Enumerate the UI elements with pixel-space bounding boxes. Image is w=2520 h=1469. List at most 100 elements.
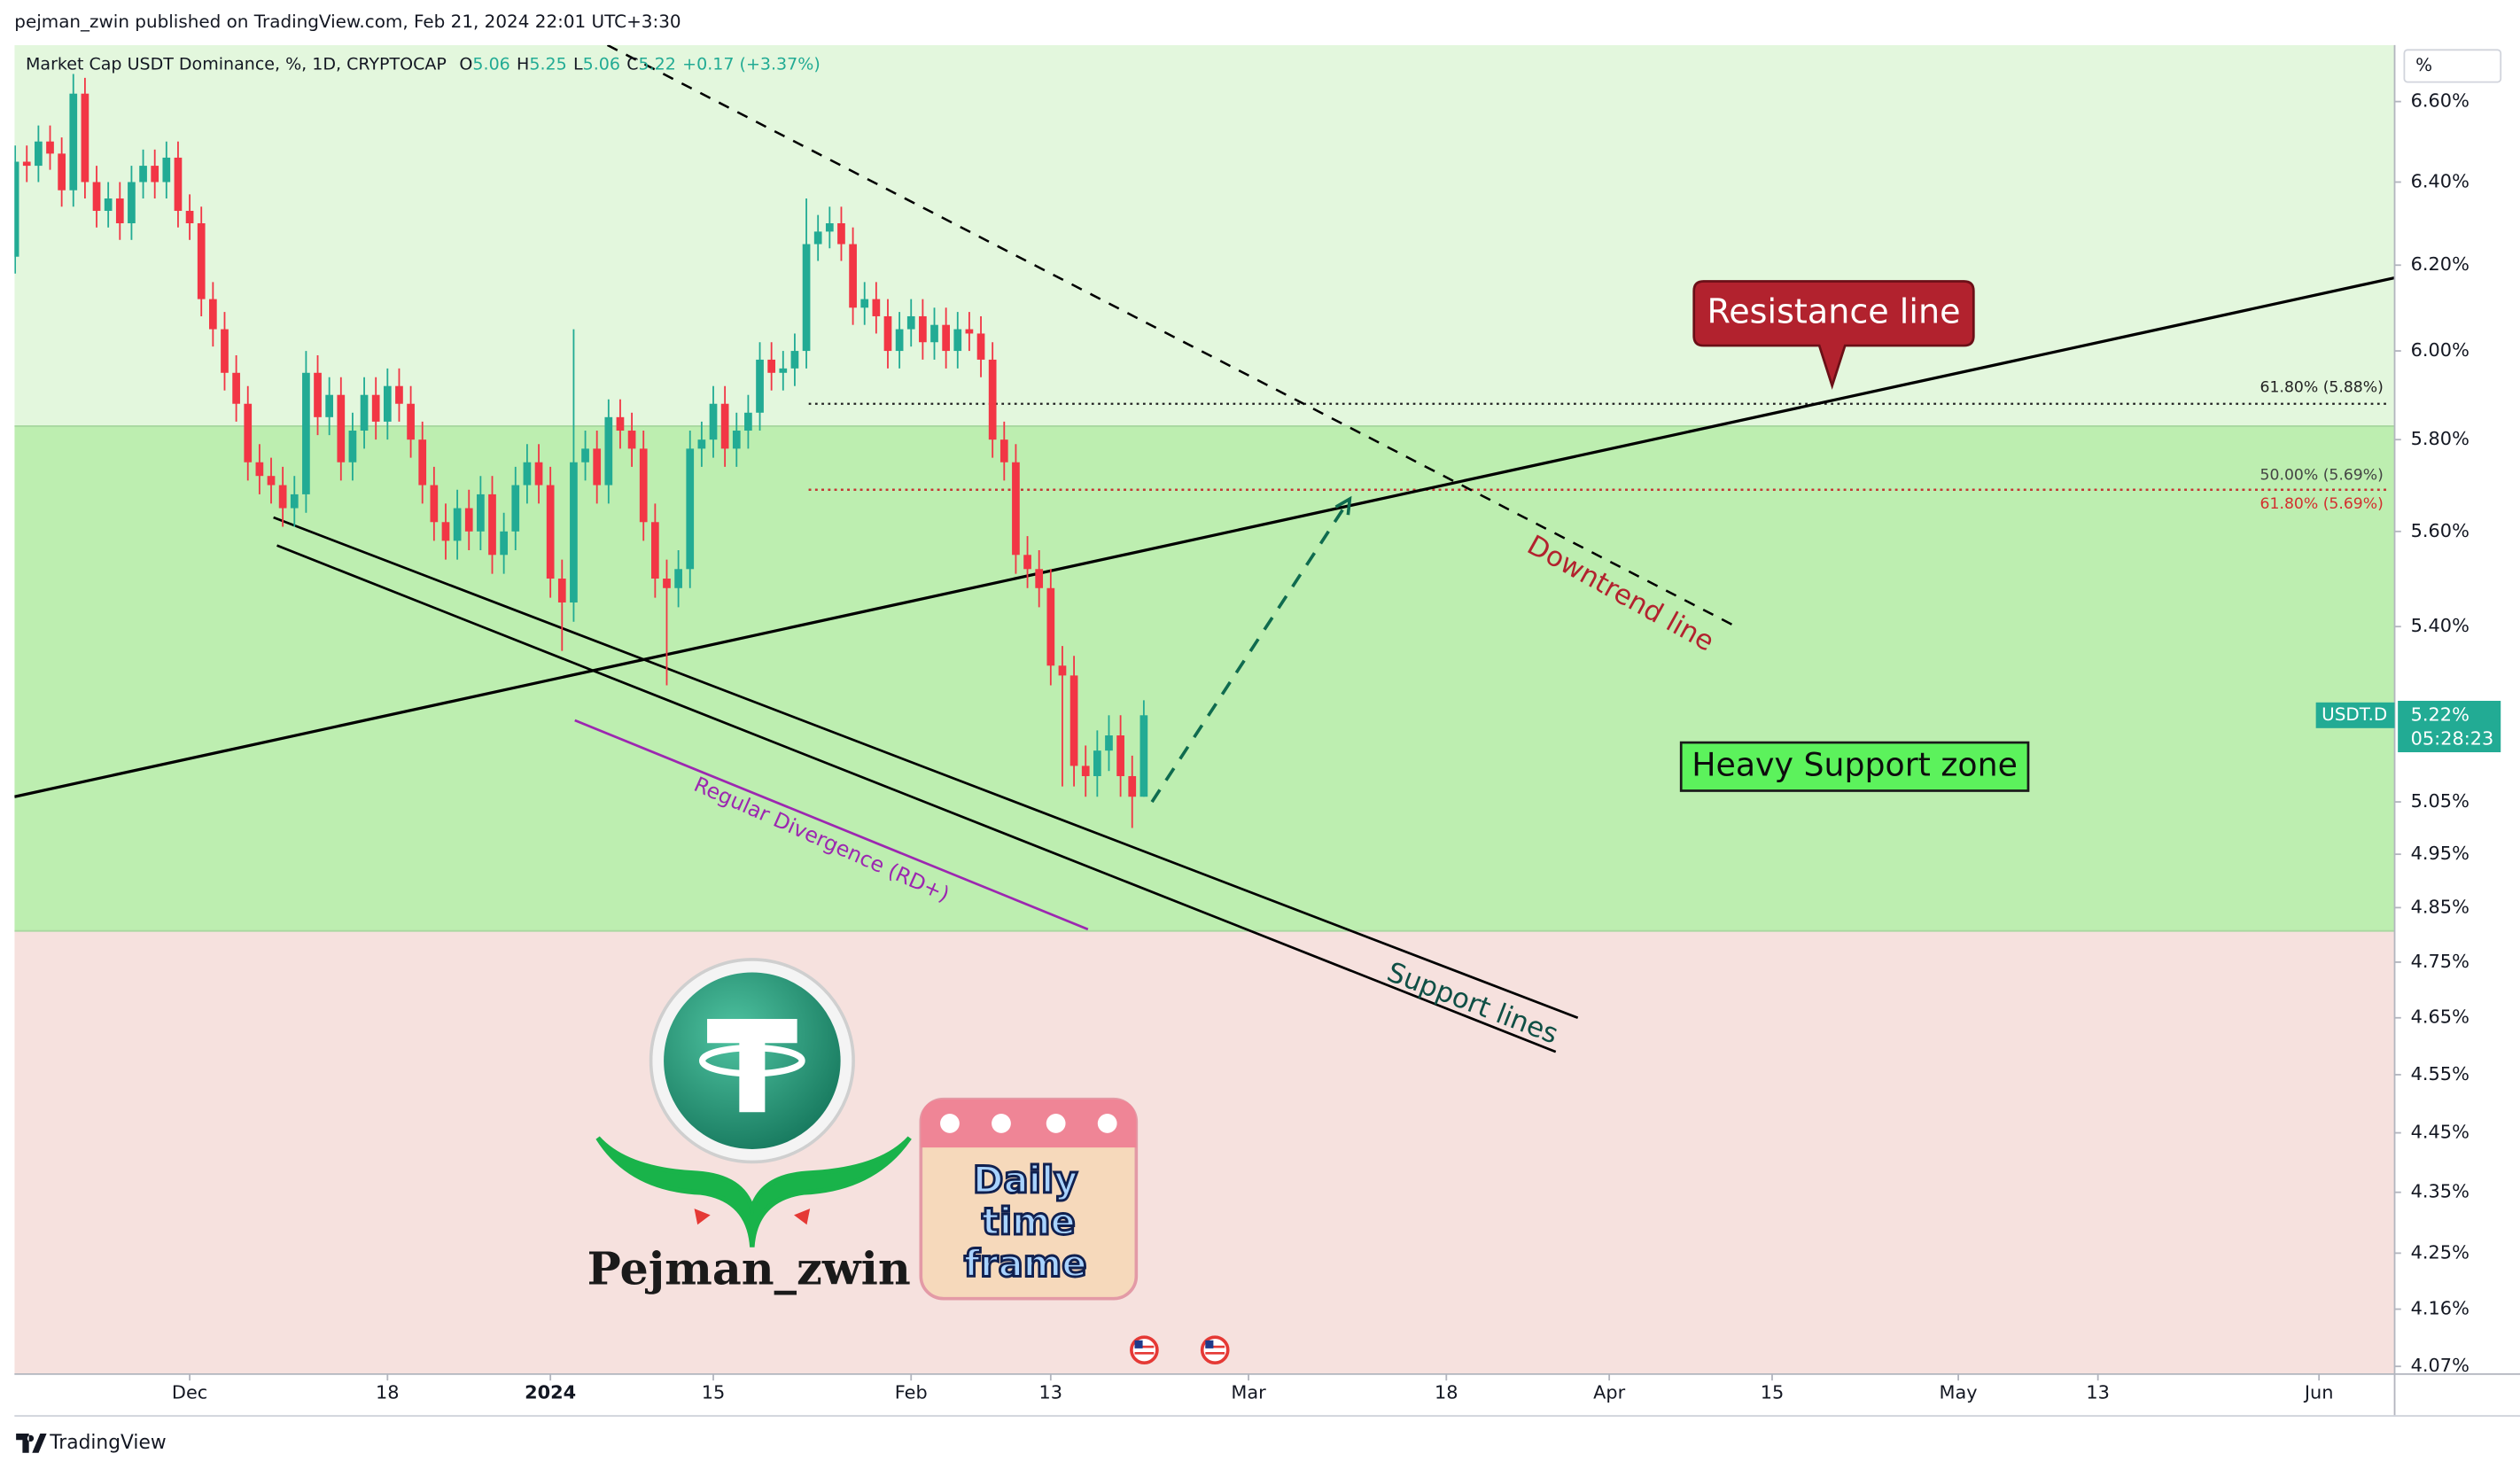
resistance-callout: [1692, 280, 1975, 390]
candle-body: [639, 448, 648, 523]
candle-body: [720, 403, 729, 449]
candle-body: [872, 299, 881, 316]
candle-body: [663, 579, 671, 588]
y-tick-label: 5.05%: [2411, 790, 2469, 812]
unit-label: %: [2415, 54, 2432, 75]
support-line: [276, 544, 1557, 1053]
candle-body: [570, 462, 578, 602]
x-tick-label: 18: [1435, 1382, 1458, 1403]
candle-body: [371, 394, 380, 422]
candle-body: [1023, 555, 1031, 570]
y-tick-label: 4.65%: [2411, 1007, 2469, 1028]
candle-body: [302, 372, 310, 494]
candle-body: [232, 372, 240, 404]
symbol-tag-label: USDT.D: [2322, 703, 2387, 725]
candle-body: [477, 494, 485, 532]
candle-body: [906, 315, 915, 330]
y-tick-label: 4.25%: [2411, 1241, 2469, 1263]
candle-body: [92, 182, 101, 211]
y-tick-label: 5.80%: [2411, 428, 2469, 449]
candle-body: [813, 231, 822, 245]
x-tick-label: Mar: [1231, 1382, 1266, 1403]
candle-body: [546, 485, 555, 579]
candle-body: [593, 448, 602, 486]
candle-body: [709, 403, 718, 440]
candle-body: [534, 462, 543, 486]
candle-body: [500, 531, 508, 556]
candle-body: [488, 494, 496, 556]
upper-area: [14, 44, 2395, 426]
y-tick-label: 6.00%: [2411, 339, 2469, 361]
y-tick-label: 4.07%: [2411, 1355, 2469, 1376]
candle-body: [953, 329, 962, 352]
x-tick-label: 15: [1761, 1382, 1785, 1403]
candle-body: [418, 439, 427, 486]
calendar-top: [921, 1099, 1137, 1148]
candle-body: [557, 579, 566, 602]
logo: Pejman_zwin: [587, 958, 912, 1295]
y-tick-label: 6.20%: [2411, 253, 2469, 275]
candle-body: [732, 431, 741, 449]
candle-body: [185, 210, 194, 223]
tv-logo: [16, 1433, 47, 1453]
y-tick-label: 6.40%: [2411, 170, 2469, 191]
y-tick-label: 5.40%: [2411, 615, 2469, 636]
candle-body: [627, 431, 636, 449]
x-tick-label: Apr: [1593, 1382, 1625, 1403]
calendar: Daily time frame: [919, 1097, 1139, 1301]
y-tick-label: 4.45%: [2411, 1122, 2469, 1143]
candle-body: [1012, 462, 1020, 556]
symbol-tag: [2315, 702, 2395, 728]
candle-body: [790, 351, 799, 369]
candle-body: [174, 157, 183, 211]
candle-body: [744, 412, 752, 431]
legend-item: O: [459, 54, 472, 74]
candle-body: [837, 222, 845, 245]
support-zone-label: Heavy Support zone: [1692, 745, 2018, 783]
candle-body: [604, 416, 613, 486]
logo-smile: [595, 1136, 912, 1247]
candle-body: [895, 329, 904, 352]
candle-body: [756, 359, 764, 413]
legend-item: +0.17 (+3.37%): [682, 54, 821, 74]
candle-body: [325, 394, 334, 417]
unit-box: [2403, 49, 2502, 83]
candle-body: [930, 324, 938, 343]
candle-body: [221, 329, 229, 373]
candle-body: [267, 476, 276, 486]
candle-body: [1128, 775, 1137, 797]
logo-name: Pejman_zwin: [587, 1242, 911, 1295]
legend-item: 5.06: [472, 54, 509, 74]
fib-label: 61.80% (5.88%): [2260, 379, 2384, 397]
candle-body: [464, 508, 473, 532]
support-zone-box: [1679, 741, 2030, 792]
candle-body: [988, 359, 997, 440]
y-tick-label: 4.35%: [2411, 1181, 2469, 1202]
y-tick-label: 5.60%: [2411, 520, 2469, 541]
event-flag: [1205, 1340, 1214, 1349]
candle-body: [244, 403, 253, 462]
event-flag: [1134, 1340, 1143, 1349]
candle-body: [1035, 569, 1044, 588]
price-tag: [2398, 700, 2501, 753]
candle-body: [883, 315, 892, 352]
fib-label: 50.00% (5.69%): [2260, 466, 2384, 484]
legend-item: C: [626, 54, 638, 74]
candle-body: [35, 141, 43, 167]
candle-body: [383, 385, 392, 422]
candle-body: [1116, 735, 1124, 776]
candle-body: [348, 431, 357, 462]
candle-body: [581, 448, 589, 462]
y-tick-label: 6.60%: [2411, 90, 2469, 112]
candle-body: [523, 462, 532, 486]
resistance-label: Resistance line: [1707, 291, 1961, 330]
calendar-ring: [1046, 1114, 1066, 1133]
candle-body: [674, 569, 682, 588]
candle-body: [919, 315, 927, 343]
legend-item: H: [517, 54, 529, 74]
y-tick-label: 4.55%: [2411, 1063, 2469, 1084]
candle-body: [686, 448, 695, 570]
footer: TradingView: [16, 1432, 167, 1454]
lower-area: [14, 930, 2395, 1374]
